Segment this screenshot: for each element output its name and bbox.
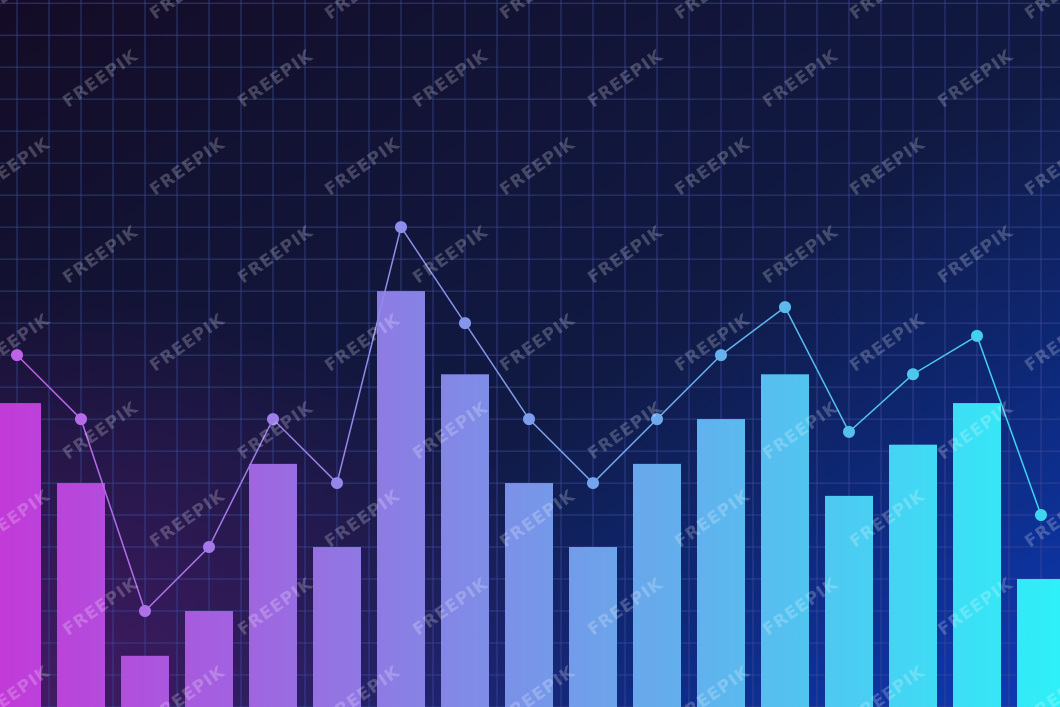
bar (825, 495, 873, 707)
line-point (651, 413, 663, 426)
line-point (75, 413, 87, 426)
bar (249, 463, 297, 707)
bar (377, 291, 425, 707)
line-point (11, 349, 23, 362)
bar (0, 403, 41, 707)
bar (313, 547, 361, 707)
bar (441, 374, 489, 707)
bar (633, 463, 681, 707)
line-point (779, 301, 791, 314)
line-point (267, 413, 279, 426)
line-point (523, 413, 535, 426)
bar (697, 419, 745, 707)
line-point (331, 477, 343, 490)
bars (0, 291, 1060, 707)
line-point (587, 477, 599, 490)
line-point (203, 541, 215, 554)
bar (569, 547, 617, 707)
line-point (395, 221, 407, 234)
bar (121, 655, 169, 707)
line-point (715, 349, 727, 362)
line-point (1035, 509, 1047, 522)
bar (953, 403, 1001, 707)
bar (505, 483, 553, 707)
line-series (11, 221, 1047, 618)
line-point (139, 605, 151, 618)
line-point (843, 425, 855, 438)
line-point (907, 368, 919, 381)
line-point (459, 317, 471, 330)
line-point (971, 329, 983, 342)
bar (185, 611, 233, 707)
bar (761, 374, 809, 707)
bar (57, 483, 105, 707)
bar (889, 444, 937, 707)
bar (1017, 579, 1060, 707)
